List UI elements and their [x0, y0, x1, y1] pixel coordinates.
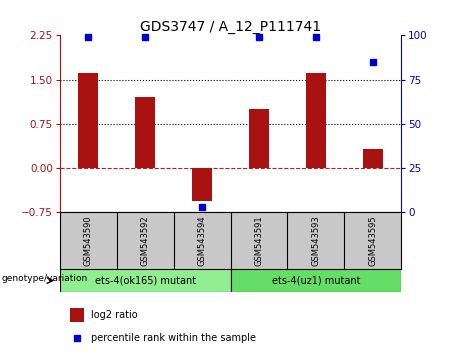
- Text: ets-4(ok165) mutant: ets-4(ok165) mutant: [95, 275, 196, 286]
- Bar: [230, 269, 401, 292]
- Text: percentile rank within the sample: percentile rank within the sample: [91, 332, 256, 343]
- Text: GSM543590: GSM543590: [84, 215, 93, 266]
- Text: ets-4(uz1) mutant: ets-4(uz1) mutant: [272, 275, 360, 286]
- Text: log2 ratio: log2 ratio: [91, 310, 137, 320]
- Text: GSM543592: GSM543592: [141, 215, 150, 266]
- Text: GSM543593: GSM543593: [311, 215, 320, 266]
- Bar: [60, 269, 230, 292]
- Bar: [249, 109, 269, 168]
- Text: GSM543595: GSM543595: [368, 215, 377, 266]
- Bar: [70, 308, 84, 322]
- Bar: [306, 73, 326, 168]
- Bar: [135, 97, 155, 168]
- Text: GSM543594: GSM543594: [198, 215, 207, 266]
- Bar: [363, 149, 383, 168]
- Title: GDS3747 / A_12_P111741: GDS3747 / A_12_P111741: [140, 21, 321, 34]
- Bar: [78, 73, 98, 168]
- Bar: [192, 168, 212, 201]
- Text: GSM543591: GSM543591: [254, 215, 263, 266]
- Text: genotype/variation: genotype/variation: [1, 274, 88, 283]
